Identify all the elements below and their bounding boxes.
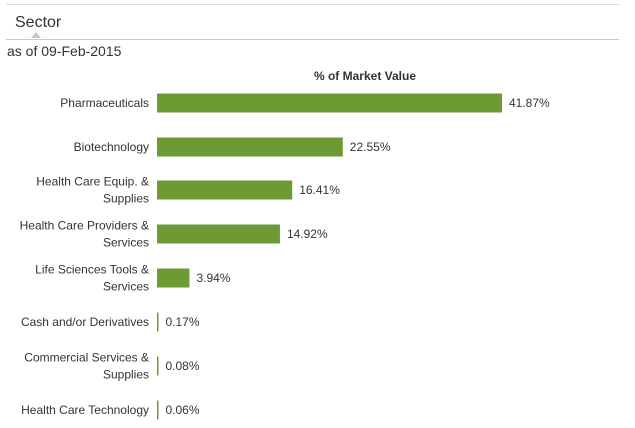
value-label-1: 22.55% (350, 140, 391, 154)
value-label-2: 16.41% (299, 183, 340, 197)
bar-3 (157, 224, 280, 244)
tab-pointer-icon (31, 32, 41, 38)
category-label-5: Cash and/or Derivatives (21, 315, 149, 329)
bar-4 (157, 268, 190, 288)
bar-7 (157, 400, 159, 420)
value-label-3: 14.92% (287, 227, 328, 241)
bar-2 (157, 180, 293, 200)
value-label-4: 3.94% (196, 271, 230, 285)
category-label-1: Biotechnology (74, 140, 149, 154)
sector-header[interactable]: Sector (6, 4, 619, 40)
category-label-7: Health Care Technology (21, 403, 149, 417)
bar-1 (157, 137, 343, 157)
category-label-6: Commercial Services & Supplies (24, 351, 149, 382)
value-label-5: 0.17% (166, 315, 200, 329)
category-label-0: Pharmaceuticals (60, 96, 149, 110)
section-title: Sector (15, 14, 62, 31)
category-label-3: Health Care Providers & Services (20, 219, 149, 250)
chart-title: % of Market Value (313, 69, 417, 83)
bar-0 (157, 93, 502, 113)
value-label-7: 0.06% (166, 403, 200, 417)
category-label-2: Health Care Equip. & Supplies (36, 175, 149, 206)
bar-5 (157, 312, 159, 332)
value-label-6: 0.08% (166, 359, 200, 373)
bar-6 (157, 356, 159, 376)
as-of-date: as of 09-Feb-2015 (7, 43, 122, 59)
value-label-0: 41.87% (509, 96, 550, 110)
category-label-4: Life Sciences Tools & Services (35, 263, 149, 294)
